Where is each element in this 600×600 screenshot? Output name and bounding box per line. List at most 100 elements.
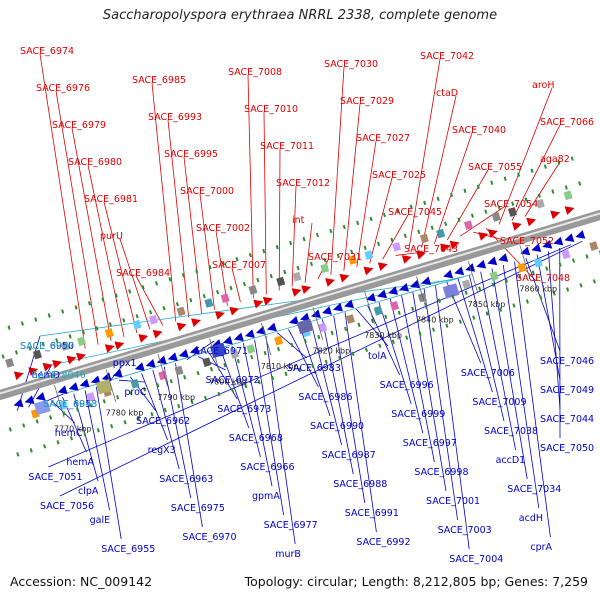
reverse-gene-arrow[interactable]: [79, 378, 90, 388]
forward-gene-label[interactable]: SACE_7012: [276, 178, 330, 189]
feature-box-upper[interactable]: [419, 233, 429, 244]
reverse-gene-label[interactable]: SACE_7009: [472, 397, 526, 408]
forward-gene-label[interactable]: int: [292, 215, 305, 226]
forward-gene-arrow[interactable]: [253, 299, 264, 309]
feature-box-upper[interactable]: [491, 212, 501, 222]
forward-gene-arrow[interactable]: [191, 318, 201, 327]
forward-gene-arrow[interactable]: [325, 278, 336, 287]
forward-gene-label[interactable]: SACE_7043: [404, 244, 458, 255]
forward-gene-label[interactable]: SACE_7054: [484, 199, 538, 210]
forward-gene-arrow[interactable]: [401, 255, 412, 264]
feature-box-lower[interactable]: [202, 357, 212, 368]
reverse-gene-label[interactable]: SACE_6953: [43, 399, 97, 410]
forward-gene-label[interactable]: SACE_7040: [452, 125, 506, 136]
feature-box-lower[interactable]: [561, 249, 571, 260]
reverse-gene-label[interactable]: SACE_7038: [484, 426, 538, 437]
reverse-gene-arrow[interactable]: [377, 289, 388, 299]
reverse-gene-arrow[interactable]: [575, 230, 586, 239]
reverse-gene-arrow[interactable]: [57, 385, 68, 395]
reverse-gene-label[interactable]: SACE_7004: [449, 554, 503, 565]
reverse-gene-label[interactable]: SACE_7001: [426, 496, 480, 507]
reverse-gene-label[interactable]: regX3: [148, 445, 176, 456]
feature-box-lower[interactable]: [318, 322, 328, 333]
reverse-gene-label[interactable]: SACE_6992: [356, 537, 410, 548]
feature-box-upper[interactable]: [348, 255, 358, 265]
feature-box-lower[interactable]: [489, 271, 499, 281]
feature-box-upper[interactable]: [204, 298, 214, 308]
reverse-gene-arrow[interactable]: [388, 286, 399, 295]
reverse-gene-label[interactable]: SACE_6983: [287, 363, 341, 374]
reverse-gene-arrow[interactable]: [299, 312, 310, 322]
reverse-gene-arrow[interactable]: [112, 368, 123, 378]
forward-gene-arrow[interactable]: [176, 322, 187, 332]
reverse-gene-arrow[interactable]: [498, 253, 509, 262]
reverse-gene-label[interactable]: SACE_7050: [540, 443, 594, 454]
reverse-gene-arrow[interactable]: [454, 266, 465, 276]
feature-box-lower[interactable]: [461, 279, 471, 290]
reverse-gene-label[interactable]: SACE_6963: [159, 474, 213, 485]
reverse-gene-arrow[interactable]: [399, 282, 410, 292]
feature-box-upper[interactable]: [463, 220, 473, 231]
reverse-gene-label[interactable]: clpA: [78, 486, 99, 497]
forward-gene-arrow[interactable]: [449, 240, 460, 250]
forward-gene-label[interactable]: SACE_6976: [36, 83, 90, 94]
reverse-gene-label[interactable]: hemA: [66, 457, 94, 468]
reverse-gene-label[interactable]: SACE_6972: [206, 375, 260, 386]
reverse-gene-arrow[interactable]: [288, 316, 299, 325]
reverse-gene-arrow[interactable]: [476, 259, 487, 269]
reverse-gene-arrow[interactable]: [487, 256, 498, 266]
reverse-gene-arrow[interactable]: [156, 355, 167, 365]
reverse-gene-label[interactable]: galE: [90, 515, 111, 526]
feature-box-upper[interactable]: [292, 271, 302, 282]
forward-gene-arrow[interactable]: [13, 371, 24, 381]
forward-gene-arrow[interactable]: [511, 222, 522, 231]
forward-gene-label[interactable]: SACE_7030: [324, 59, 378, 70]
forward-gene-arrow[interactable]: [114, 341, 125, 350]
reverse-gene-arrow[interactable]: [90, 375, 101, 385]
forward-gene-label[interactable]: SACE_7052: [500, 236, 554, 247]
feature-box-upper[interactable]: [132, 319, 142, 330]
reverse-gene-label[interactable]: SACE_7046: [540, 356, 594, 367]
reverse-gene-label[interactable]: cprA: [530, 542, 552, 553]
reverse-gene-label[interactable]: SACE_6968: [229, 433, 283, 444]
forward-gene-arrow[interactable]: [229, 306, 240, 316]
reverse-gene-label[interactable]: SACE_6996: [380, 380, 434, 391]
reverse-gene-label[interactable]: SACE_6975: [171, 503, 225, 514]
reverse-gene-label[interactable]: SACE_6966: [240, 462, 294, 473]
feature-box-lower[interactable]: [230, 349, 240, 359]
cyan-gene-label[interactable]: SACE_8048: [43, 399, 97, 410]
reverse-gene-arrow[interactable]: [531, 243, 542, 252]
reverse-gene-label[interactable]: SACE_6999: [391, 409, 445, 420]
forward-gene-label[interactable]: SACE_7042: [420, 51, 474, 62]
forward-gene-label[interactable]: SACE_6980: [68, 157, 122, 168]
reverse-gene-arrow[interactable]: [421, 276, 432, 285]
reverse-gene-arrow[interactable]: [266, 322, 277, 332]
forward-gene-arrow[interactable]: [152, 329, 163, 339]
reverse-gene-label[interactable]: SACE_6997: [403, 438, 457, 449]
feature-box-lower[interactable]: [390, 301, 400, 311]
feature-box-upper[interactable]: [248, 285, 258, 295]
reverse-gene-label[interactable]: SACE_6971: [194, 346, 248, 357]
feature-box-upper[interactable]: [60, 341, 70, 352]
feature-box-lower[interactable]: [373, 305, 383, 316]
forward-gene-label[interactable]: SACE_6995: [164, 149, 218, 160]
forward-gene-arrow[interactable]: [28, 367, 39, 376]
reverse-gene-arrow[interactable]: [366, 292, 376, 302]
reverse-gene-label[interactable]: accD1: [496, 455, 526, 466]
forward-gene-label[interactable]: SACE_7027: [356, 133, 410, 144]
reverse-gene-arrow[interactable]: [553, 236, 564, 246]
reverse-gene-label[interactable]: SACE_6990: [310, 421, 364, 432]
feature-box-upper[interactable]: [276, 276, 286, 287]
forward-gene-arrow[interactable]: [339, 273, 350, 283]
forward-gene-label[interactable]: SACE_6981: [84, 194, 138, 205]
reverse-gene-label[interactable]: SACE_6977: [264, 520, 318, 531]
feature-box-upper[interactable]: [148, 314, 158, 325]
reverse-gene-arrow[interactable]: [410, 279, 421, 289]
forward-gene-arrow[interactable]: [291, 288, 302, 297]
forward-gene-arrow[interactable]: [138, 334, 149, 343]
composite-feature-block[interactable]: [296, 318, 314, 335]
forward-gene-label[interactable]: SACE_7066: [540, 117, 594, 128]
feature-box-upper[interactable]: [320, 263, 330, 274]
reverse-gene-arrow[interactable]: [101, 372, 112, 381]
reverse-gene-label[interactable]: SACE_6986: [298, 392, 352, 403]
